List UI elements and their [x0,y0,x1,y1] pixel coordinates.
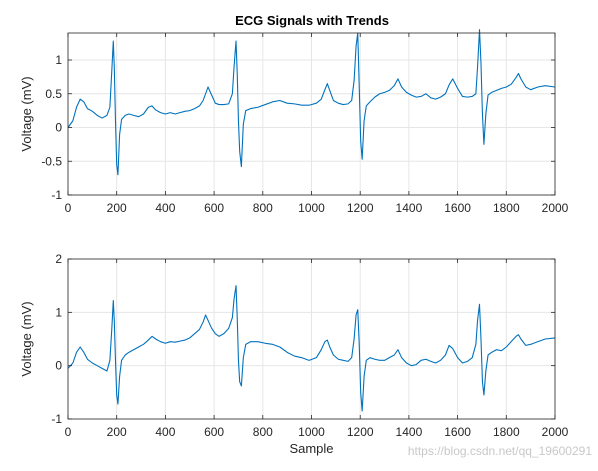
x-tick-label: 200 [107,201,127,215]
x-tick-label: 1400 [396,201,423,215]
y-tick-label: 0.5 [45,87,62,101]
chart-title: ECG Signals with Trends [235,13,389,28]
x-tick-label: 200 [107,425,127,439]
x-tick-label: 800 [253,201,273,215]
y-tick-label: 0 [55,359,62,373]
top-axes: 0 200 400 600 800 1000 1200 1400 1600 1800 2000 -1 -… [19,29,569,215]
x-tick-label: 0 [65,425,72,439]
y-axis-label: Voltage (mV) [19,301,34,376]
watermark: https://blog.csdn.net/qq_19600291 [407,444,592,458]
x-tick-label: 1000 [298,201,325,215]
ecg-signal-line [67,285,556,412]
x-tick-label: 1000 [298,425,325,439]
y-tick-label: 0 [55,121,62,135]
y-tick-label: -0.5 [41,154,62,168]
x-tick-label: 600 [204,425,224,439]
x-tick-label: 400 [155,201,175,215]
ecg-signal-line [67,29,556,176]
x-tick-label: 2000 [542,201,569,215]
x-tick-label: 800 [253,425,273,439]
x-tick-label: 0 [65,201,72,215]
x-tick-label: 2000 [542,425,569,439]
x-tick-label: 600 [204,201,224,215]
x-tick-label: 1600 [444,425,471,439]
y-tick-label: 1 [55,53,62,67]
y-axis-label: Voltage (mV) [19,76,34,151]
x-tick-label: 1200 [347,201,374,215]
y-tick-label: -1 [51,412,62,426]
x-tick-label: 1200 [347,425,374,439]
x-tick-label: 1800 [493,425,520,439]
x-axis-label: Sample [289,441,333,456]
x-tick-label: 1400 [396,425,423,439]
bottom-axes: 0 200 400 600 800 1000 1200 1400 1600 1800 2000-10… [19,252,569,456]
y-tick-label: -1 [51,188,62,202]
x-tick-label: 1600 [444,201,471,215]
x-tick-label: 400 [155,425,175,439]
y-tick-label: 2 [55,252,62,266]
y-tick-label: 1 [55,305,62,319]
x-tick-label: 1800 [493,201,520,215]
